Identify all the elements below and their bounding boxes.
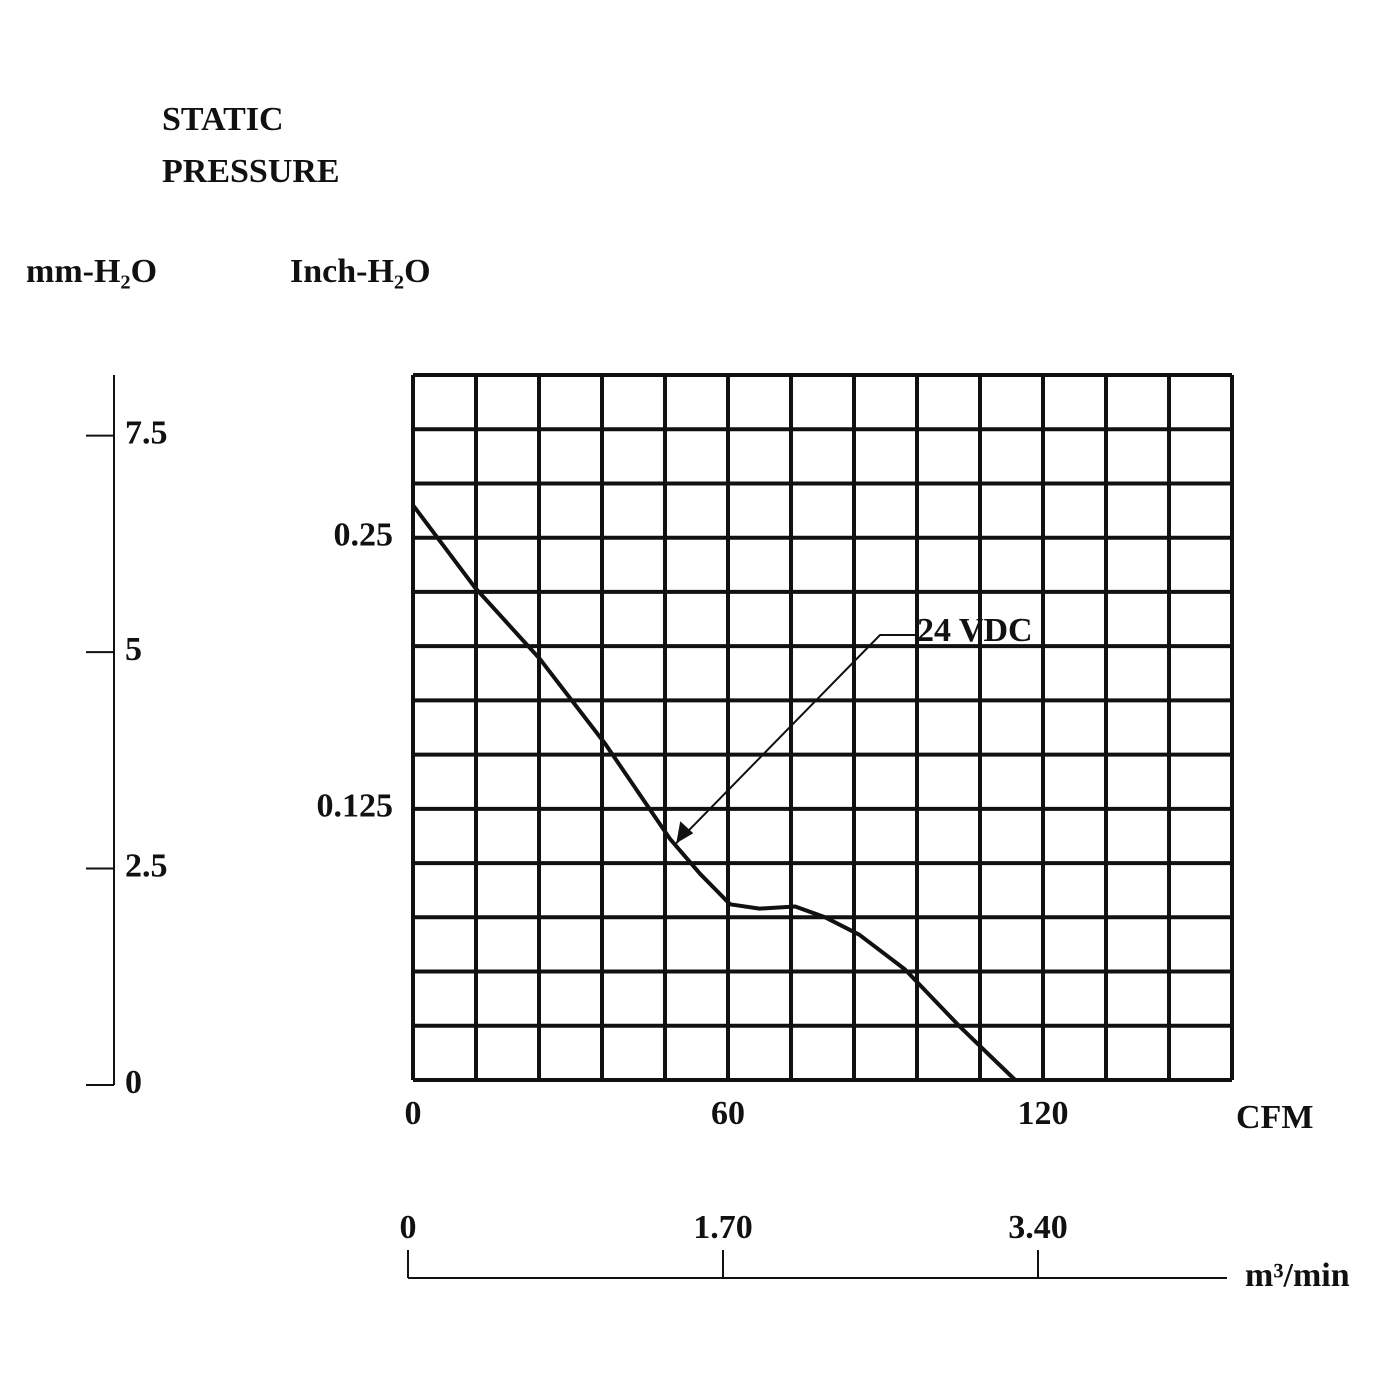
x-tick-label: 60 <box>711 1095 745 1132</box>
y2-axis-label: mm-H₂O <box>26 253 157 290</box>
y2-tick-label: 5 <box>125 631 142 668</box>
y2-tick-label: 0 <box>125 1064 142 1101</box>
x2-tick-label: 0 <box>400 1209 417 1246</box>
arrow-head <box>676 821 694 844</box>
x2-axis-label: m³/min <box>1245 1257 1350 1294</box>
series-label: 24 VDC <box>917 612 1033 649</box>
x2-tick-label: 3.40 <box>1008 1209 1068 1246</box>
x-tick-label: 120 <box>1018 1095 1069 1132</box>
y-axis-label: Inch-H₂O <box>290 253 431 290</box>
y-tick-label: 0.25 <box>334 516 394 553</box>
chart-title: STATIC <box>162 101 284 138</box>
line <box>411 503 1017 1082</box>
x-axis-label: CFM <box>1236 1099 1313 1136</box>
y2-tick-label: 2.5 <box>125 847 168 884</box>
y2-tick-label: 7.5 <box>125 414 168 451</box>
y-tick-label: 0.125 <box>317 788 394 825</box>
chart-title: PRESSURE <box>162 153 340 190</box>
x-tick-label: 0 <box>405 1095 422 1132</box>
leader-line <box>675 634 915 844</box>
x2-tick-label: 1.70 <box>693 1209 753 1246</box>
